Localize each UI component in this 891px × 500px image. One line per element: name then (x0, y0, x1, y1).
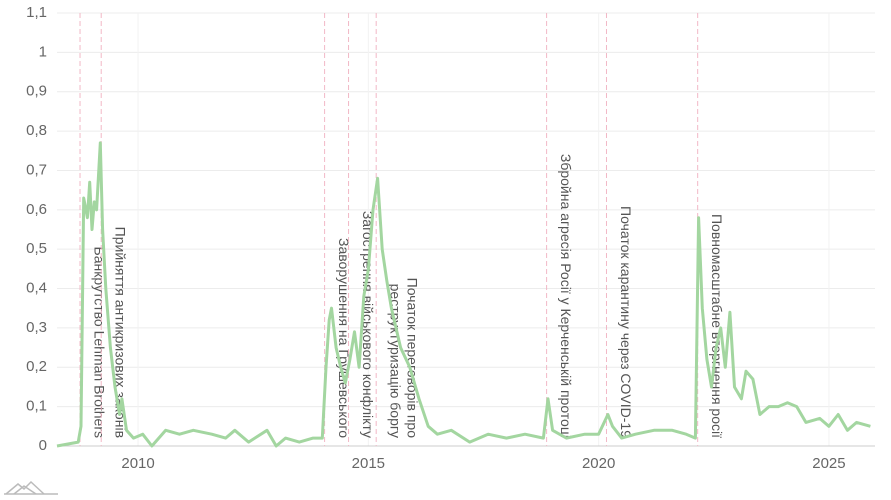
y-tick-label: 0,8 (26, 122, 47, 139)
y-tick-label: 0,3 (26, 319, 47, 336)
x-tick-label: 2025 (812, 455, 845, 472)
annotation-text: Банкрутство Lehman Brothers (91, 247, 107, 438)
annotation-text: Початок карантину через COVID-19 (618, 206, 634, 438)
annotation-text: Початок переговорів про (404, 278, 420, 439)
y-tick-label: 1,1 (26, 4, 47, 21)
y-tick-label: 0,5 (26, 240, 47, 257)
annotation-text: Збройна агресія Росії у Керченській прот… (558, 154, 574, 438)
annotation-text: Прийняття антикризових законів (113, 227, 129, 438)
annotation-text: Загострення військового конфлікту (360, 211, 376, 438)
y-tick-label: 0,7 (26, 161, 47, 178)
annotation-text: Повномасштабне вторгнення росії (709, 214, 725, 438)
y-tick-label: 0,2 (26, 358, 47, 375)
series-line (56, 141, 871, 448)
y-tick-label: 0,9 (26, 83, 47, 100)
x-tick-label: 2010 (121, 455, 154, 472)
y-tick-label: 0,1 (26, 398, 47, 415)
y-tick-label: 1 (39, 43, 47, 60)
annotation-text: Заворушення на Грушевського (336, 238, 352, 438)
annotation-text: реструктуризацію боргу (387, 284, 403, 438)
y-tick-label: 0,6 (26, 201, 47, 218)
y-tick-label: 0,4 (26, 280, 47, 297)
y-tick-label: 0 (39, 437, 47, 454)
logo (4, 480, 58, 495)
x-tick-label: 2020 (582, 455, 615, 472)
x-tick-label: 2015 (352, 455, 385, 472)
